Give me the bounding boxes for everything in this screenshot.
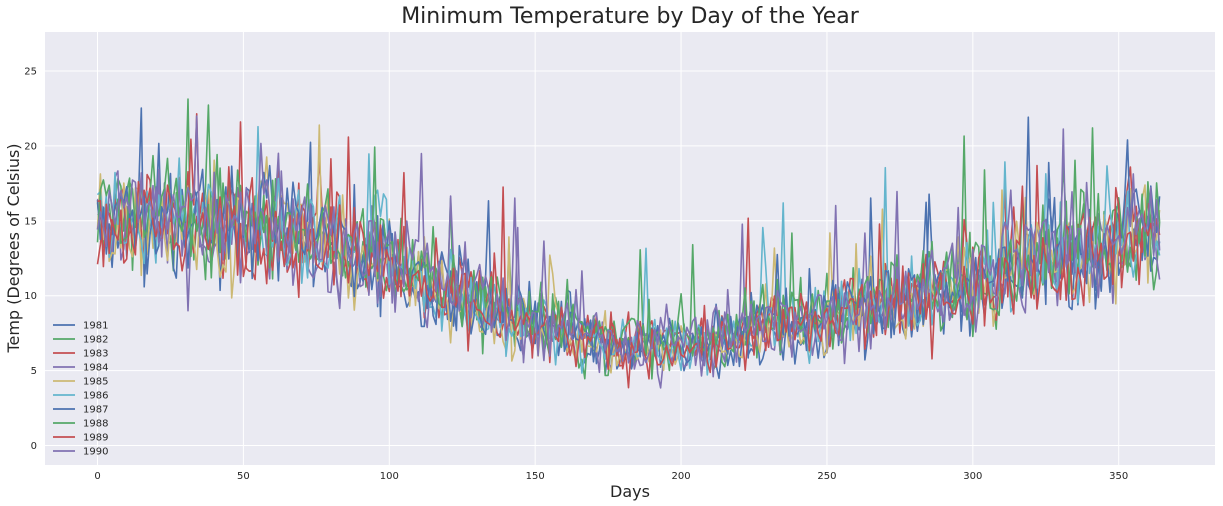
x-tick-label: 350 xyxy=(1109,471,1128,482)
legend-label: 1988 xyxy=(83,419,108,430)
legend-label: 1986 xyxy=(83,391,108,402)
x-tick-label: 100 xyxy=(380,471,399,482)
x-tick-label: 300 xyxy=(963,471,982,482)
y-tick-label: 5 xyxy=(31,366,37,377)
legend-label: 1985 xyxy=(83,377,108,388)
y-tick-label: 0 xyxy=(31,441,37,452)
legend-label: 1984 xyxy=(83,363,108,374)
x-tick-label: 50 xyxy=(237,471,250,482)
legend-entry-1981: 1981 xyxy=(53,321,108,332)
legend-label: 1983 xyxy=(83,349,108,360)
x-tick-label: 200 xyxy=(672,471,691,482)
y-tick-label: 10 xyxy=(24,291,37,302)
series-layer xyxy=(96,98,1161,389)
legend-label: 1981 xyxy=(83,321,108,332)
legend-entry-1987: 1987 xyxy=(53,405,108,416)
legend-entry-1989: 1989 xyxy=(53,433,108,444)
x-axis-title: Days xyxy=(610,482,650,501)
legend-entry-1982: 1982 xyxy=(53,335,108,346)
legend-label: 1990 xyxy=(83,447,108,458)
legend-entry-1988: 1988 xyxy=(53,419,108,430)
legend-label: 1987 xyxy=(83,405,108,416)
legend-label: 1982 xyxy=(83,335,108,346)
legend-entry-1986: 1986 xyxy=(53,391,108,402)
legend-entry-1984: 1984 xyxy=(53,363,108,374)
x-tick-label: 250 xyxy=(817,471,836,482)
legend-entry-1983: 1983 xyxy=(53,349,108,360)
y-tick-label: 25 xyxy=(24,66,37,77)
legend: 1981 1982 1983 1984 1985 1986 1987 1988 1989 1990 xyxy=(53,321,108,458)
y-tick-label: 20 xyxy=(24,141,37,152)
chart-title: Minimum Temperature by Day of the Year xyxy=(401,4,860,29)
x-tick-label: 150 xyxy=(526,471,545,482)
legend-entry-1990: 1990 xyxy=(53,447,108,458)
legend-entry-1985: 1985 xyxy=(53,377,108,388)
x-tick-label: 0 xyxy=(94,471,100,482)
series-line-1990 xyxy=(96,115,1161,367)
x-axis-ticks: 0 50 100 150 200 250 300 350 xyxy=(94,471,1128,482)
y-axis-title: Temp (Degrees of Celsius) xyxy=(4,143,23,353)
y-tick-label: 15 xyxy=(24,216,37,227)
y-axis-ticks: 0 5 10 15 20 25 xyxy=(24,66,37,452)
legend-label: 1989 xyxy=(83,433,108,444)
